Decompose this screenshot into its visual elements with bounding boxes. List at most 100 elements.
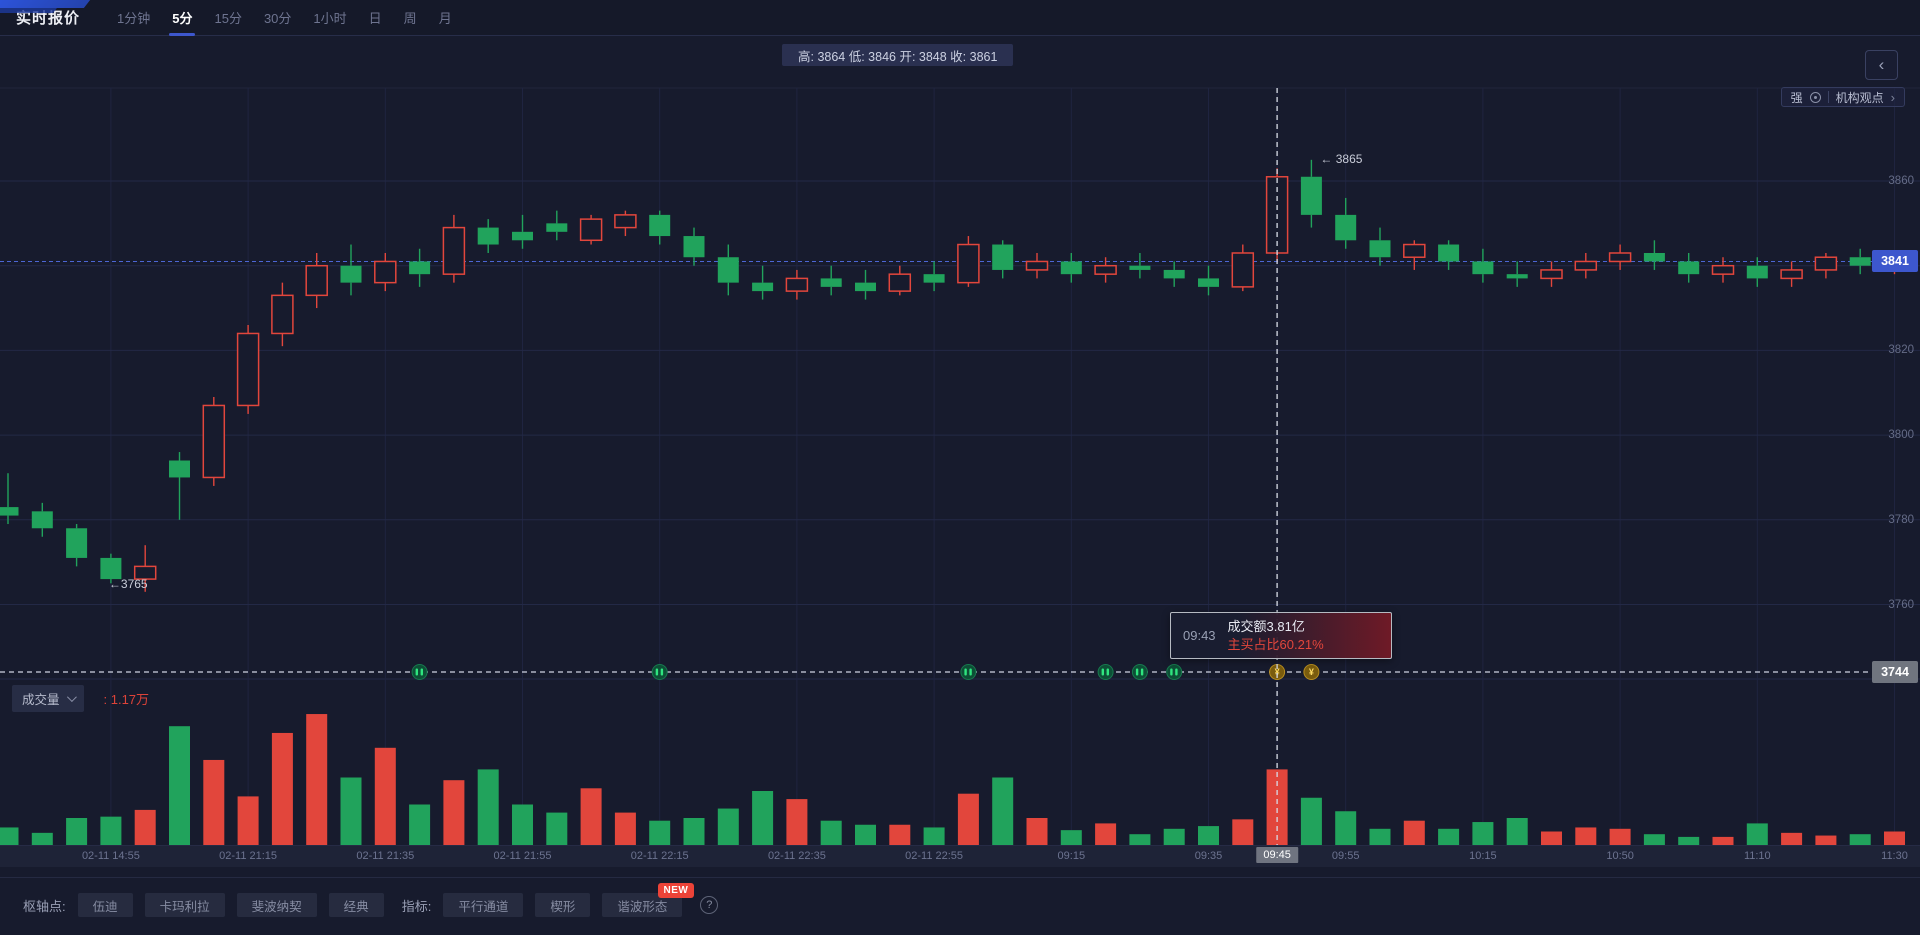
yellow-signal-marker-icon[interactable]: ¥ — [1303, 664, 1320, 680]
volume-bar[interactable] — [1403, 820, 1425, 845]
volume-bar[interactable] — [169, 726, 190, 845]
volume-bar[interactable] — [1438, 828, 1460, 845]
volume-bar[interactable] — [306, 714, 328, 845]
volume-bar[interactable] — [1643, 834, 1665, 845]
candle-body[interactable] — [1163, 269, 1185, 279]
candle-body[interactable] — [66, 528, 88, 558]
candle-body[interactable] — [1540, 269, 1563, 280]
volume-bar[interactable] — [203, 759, 225, 845]
tab-周[interactable]: 周 — [403, 11, 417, 26]
volume-bar[interactable] — [271, 732, 293, 845]
volume-bar[interactable] — [1609, 828, 1631, 845]
volume-bar[interactable] — [0, 827, 19, 845]
candle-body[interactable] — [1574, 260, 1598, 271]
toolbar-button-斐波纳契[interactable]: 斐波纳契 — [236, 893, 317, 917]
candle-body[interactable] — [1506, 274, 1528, 279]
candle-body[interactable] — [923, 274, 945, 283]
green-signal-marker-icon[interactable] — [1131, 664, 1148, 680]
candle-body[interactable] — [340, 265, 362, 283]
tab-1小时[interactable]: 1小时 — [313, 11, 347, 26]
green-signal-marker-icon[interactable] — [1166, 664, 1183, 680]
volume-bar[interactable] — [512, 804, 533, 846]
candle-body[interactable] — [855, 282, 876, 292]
volume-bar[interactable] — [1506, 818, 1528, 845]
candle-body[interactable] — [820, 278, 842, 287]
toolbar-button-经典[interactable]: 经典 — [328, 893, 384, 917]
candle-body[interactable] — [752, 282, 774, 292]
candle-body[interactable] — [477, 227, 499, 245]
help-icon[interactable]: ? — [700, 896, 719, 914]
volume-bar[interactable] — [957, 793, 979, 845]
candle-body[interactable] — [1608, 252, 1632, 263]
candle-body[interactable] — [1060, 261, 1082, 275]
volume-indicator-dropdown[interactable]: 成交量 — [12, 685, 84, 712]
toolbar-button-平行通道[interactable]: 平行通道 — [443, 893, 524, 917]
volume-bar[interactable] — [66, 818, 88, 845]
candle-body[interactable] — [442, 226, 466, 275]
volume-bar[interactable] — [340, 777, 362, 846]
candle-body[interactable] — [785, 277, 809, 292]
tab-日[interactable]: 日 — [368, 11, 382, 26]
volume-bar[interactable] — [100, 816, 122, 845]
candle-body[interactable] — [1472, 261, 1494, 275]
volume-bar[interactable] — [1095, 823, 1117, 845]
volume-bar[interactable] — [1712, 836, 1734, 845]
candle-body[interactable] — [1198, 278, 1219, 287]
volume-bar[interactable] — [1746, 823, 1768, 845]
candle-body[interactable] — [236, 332, 260, 407]
green-signal-marker-icon[interactable] — [960, 664, 977, 680]
candle-body[interactable] — [305, 264, 328, 297]
tab-30分[interactable]: 30分 — [263, 11, 292, 26]
candle-body[interactable] — [100, 557, 122, 580]
tab-1分钟[interactable]: 1分钟 — [117, 11, 151, 26]
candle-body[interactable] — [1438, 244, 1460, 262]
tab-5分[interactable]: 5分 — [161, 0, 203, 36]
candle-body[interactable] — [957, 243, 980, 284]
volume-bar[interactable] — [786, 799, 808, 845]
candle-body[interactable] — [1849, 257, 1871, 266]
volume-bar[interactable] — [683, 818, 705, 845]
volume-bar[interactable] — [717, 808, 739, 845]
tab-15分[interactable]: 15分 — [214, 11, 242, 26]
volume-bar[interactable] — [1198, 826, 1219, 845]
candle-body[interactable] — [1300, 176, 1322, 215]
volume-bar[interactable] — [1060, 830, 1082, 845]
candle-body[interactable] — [1094, 264, 1117, 275]
candle-body[interactable] — [202, 404, 226, 479]
green-signal-marker-icon[interactable] — [651, 664, 668, 680]
candle-body[interactable] — [546, 223, 568, 232]
volume-bar[interactable] — [134, 809, 156, 845]
volume-bar[interactable] — [1678, 836, 1700, 845]
candle-body[interactable] — [1746, 265, 1768, 279]
volume-bar[interactable] — [889, 824, 911, 845]
volume-bar[interactable] — [580, 788, 602, 845]
volume-bar[interactable] — [820, 820, 842, 845]
candle-body[interactable] — [1678, 261, 1700, 275]
green-signal-marker-icon[interactable] — [1097, 664, 1114, 680]
volume-bar[interactable] — [614, 812, 636, 845]
candle-body[interactable] — [1335, 214, 1357, 241]
candle-body[interactable] — [133, 565, 157, 580]
toolbar-button-伍迪[interactable]: 伍迪 — [77, 893, 133, 917]
collapse-panel-button[interactable]: ‹ — [1865, 50, 1898, 80]
candle-body[interactable] — [0, 507, 19, 516]
candle-body[interactable] — [1231, 252, 1255, 288]
candle-body[interactable] — [579, 218, 603, 242]
volume-bar[interactable] — [1163, 828, 1185, 845]
volume-bar[interactable] — [1266, 769, 1288, 845]
volume-bar[interactable] — [1884, 831, 1905, 846]
candle-body[interactable] — [614, 214, 637, 229]
volume-bar[interactable] — [1026, 818, 1048, 845]
volume-bar[interactable] — [1472, 822, 1494, 845]
candle-body[interactable] — [31, 511, 53, 529]
volume-bar[interactable] — [1129, 834, 1151, 845]
candle-body[interactable] — [717, 257, 739, 283]
volume-bar[interactable] — [923, 827, 945, 845]
volume-bar[interactable] — [1369, 828, 1391, 845]
volume-bar[interactable] — [1541, 831, 1562, 846]
volume-bar[interactable] — [477, 769, 499, 845]
volume-bar[interactable] — [409, 804, 431, 846]
candle-body[interactable] — [888, 273, 912, 292]
candle-body[interactable] — [374, 260, 397, 284]
